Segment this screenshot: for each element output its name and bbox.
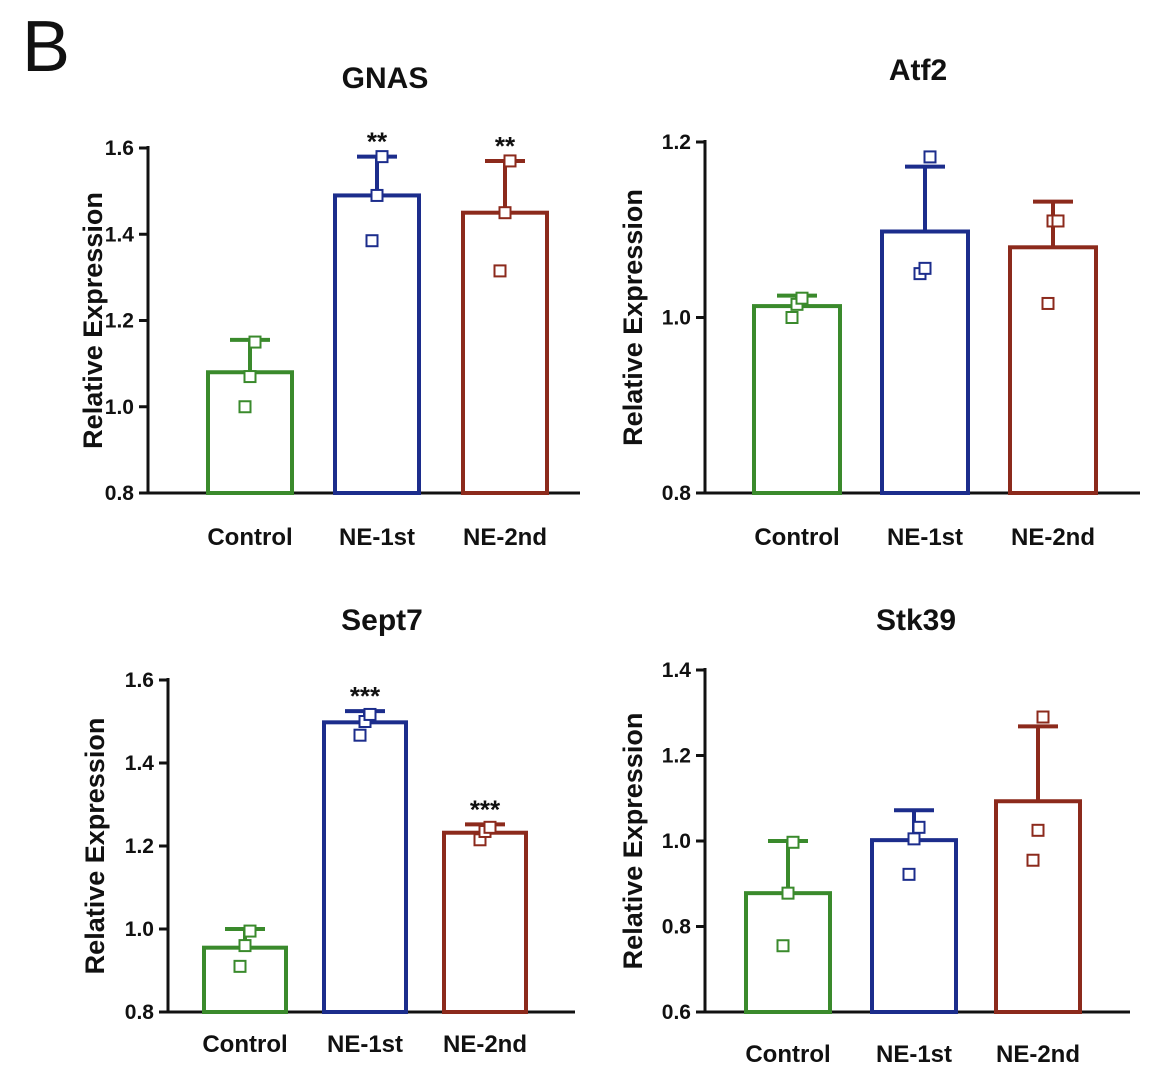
data-point xyxy=(233,959,247,973)
chart-stk39: Stk39 Relative Expression 0.6 0.8 1.0 1.2 1.4 C… xyxy=(618,604,1130,1068)
data-point xyxy=(923,150,937,164)
data-point xyxy=(365,234,379,248)
x-tick-label: Control xyxy=(745,1041,830,1068)
data-point xyxy=(353,728,367,742)
bar-control xyxy=(206,370,294,495)
y-tick-label: 0.8 xyxy=(125,1001,155,1024)
y-tick-label: 1.0 xyxy=(662,307,691,330)
x-tick-label: Control xyxy=(207,524,292,551)
bar-ne-2nd xyxy=(1008,245,1098,495)
bar-control xyxy=(744,891,832,1015)
data-point xyxy=(795,291,809,305)
chart-title: Stk39 xyxy=(876,604,956,637)
data-point xyxy=(785,311,799,324)
significance-label: ** xyxy=(367,127,388,157)
data-point xyxy=(776,939,790,953)
data-point xyxy=(1041,296,1055,310)
y-tick-label: 0.8 xyxy=(105,482,135,505)
y-tick-label: 1.2 xyxy=(662,745,691,768)
y-tick-label: 1.2 xyxy=(662,131,691,154)
x-tick-label: NE-2nd xyxy=(1011,524,1095,551)
x-tick-label: NE-2nd xyxy=(996,1041,1080,1068)
y-tick-label: 1.4 xyxy=(105,223,135,246)
x-tick-label: NE-2nd xyxy=(463,524,547,551)
data-point xyxy=(483,820,497,834)
significance-label: *** xyxy=(470,794,501,824)
y-tick-label: 1.2 xyxy=(125,835,154,858)
bar-ne-1st xyxy=(870,838,958,1015)
significance-label: *** xyxy=(350,681,381,711)
y-tick-label: 1.4 xyxy=(125,752,155,775)
data-point xyxy=(912,820,926,834)
data-point xyxy=(1051,214,1065,228)
chart-title: Atf2 xyxy=(889,54,947,87)
bar-ne-2nd xyxy=(461,210,549,495)
data-point xyxy=(907,832,921,846)
chart-atf2: Atf2 Relative Expression 0.8 1.0 1.2 Control N… xyxy=(618,54,1140,551)
y-tick-label: 1.2 xyxy=(105,310,134,333)
data-point xyxy=(370,188,384,202)
data-point xyxy=(248,335,262,349)
chart-title: Sept7 xyxy=(341,604,423,637)
data-point xyxy=(918,261,932,275)
x-tick-label: NE-1st xyxy=(339,524,415,551)
data-point xyxy=(375,150,389,164)
data-point xyxy=(1036,710,1050,724)
bar-control xyxy=(752,304,842,495)
bar-ne-2nd xyxy=(442,830,528,1014)
bar-control xyxy=(202,945,288,1014)
data-point xyxy=(498,206,512,220)
y-tick-label: 1.6 xyxy=(105,137,134,160)
y-axis-label: Relative Expression xyxy=(618,189,648,446)
data-point xyxy=(786,835,800,849)
y-axis-label: Relative Expression xyxy=(78,192,108,449)
bar-ne-1st xyxy=(322,720,408,1015)
y-tick-label: 1.0 xyxy=(105,396,134,419)
y-tick-label: 0.8 xyxy=(662,916,692,939)
y-axis-label: Relative Expression xyxy=(80,718,110,975)
chart-sept7: Sept7 Relative Expression 0.8 1.0 1.2 1.4 1.6 C… xyxy=(80,604,575,1058)
x-tick-label: NE-1st xyxy=(887,524,963,551)
chart-title: GNAS xyxy=(342,62,429,95)
y-tick-label: 0.8 xyxy=(662,482,692,505)
x-tick-label: Control xyxy=(202,1031,287,1058)
chart-gnas: GNAS Relative Expression 0.8 1.0 1.2 1.4 1.6 Co… xyxy=(78,62,580,551)
data-point xyxy=(1026,853,1040,867)
y-tick-label: 1.6 xyxy=(125,669,154,692)
data-point xyxy=(243,370,257,384)
data-point xyxy=(238,400,252,414)
y-axis-label: Relative Expression xyxy=(618,713,648,970)
data-point xyxy=(363,707,377,721)
x-tick-label: Control xyxy=(754,524,839,551)
panel-letter: B xyxy=(22,7,71,87)
data-point xyxy=(493,264,507,278)
y-tick-label: 1.4 xyxy=(662,659,692,682)
data-point xyxy=(243,924,257,938)
y-tick-label: 0.6 xyxy=(662,1001,691,1024)
x-tick-label: NE-1st xyxy=(327,1031,403,1058)
y-tick-label: 1.0 xyxy=(662,830,691,853)
data-point xyxy=(1031,823,1045,837)
x-tick-label: NE-1st xyxy=(876,1041,952,1068)
x-tick-label: NE-2nd xyxy=(443,1031,527,1058)
data-point xyxy=(781,886,795,900)
y-tick-label: 1.0 xyxy=(125,918,154,941)
data-point xyxy=(238,939,252,953)
data-point xyxy=(503,154,517,168)
significance-label: ** xyxy=(495,131,516,161)
data-point xyxy=(902,867,916,881)
